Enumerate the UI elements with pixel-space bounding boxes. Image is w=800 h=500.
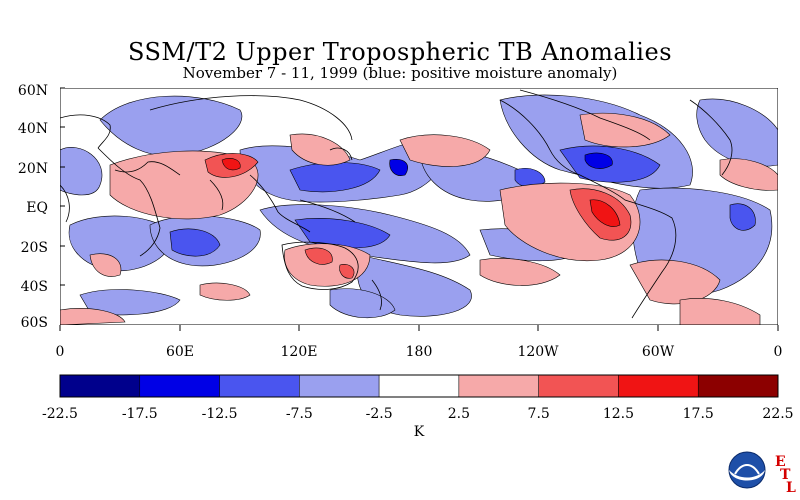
lat-label: 40N: [18, 121, 48, 137]
lon-label: 60W: [642, 344, 675, 360]
colorbar-tick-label: 12.5: [603, 406, 634, 422]
lon-label: 60E: [166, 344, 194, 360]
dry-light-regions: [60, 112, 778, 325]
moist-mid-regions: [169, 145, 756, 257]
map-title: SSM/T2 Upper Tropospheric TB Anomalies: [127, 38, 673, 66]
colorbar-swatch: [59, 374, 141, 398]
colorbar-tick-label: -2.5: [366, 406, 393, 422]
colorbar-tick-label: -22.5: [42, 406, 78, 422]
colorbar-swatch: [538, 374, 619, 398]
colorbar-unit: K: [414, 424, 425, 440]
colorbar-swatch: [378, 374, 460, 398]
lat-label: 40S: [21, 279, 48, 295]
colorbar-swatch: [299, 374, 380, 398]
lat-label: 20S: [21, 240, 48, 256]
coastlines: [60, 89, 733, 319]
colorbar-swatch: [219, 374, 300, 398]
noaa-wave-icon: [729, 470, 765, 481]
colorbar-frame: [59, 374, 779, 398]
lat-label: 60S: [21, 315, 48, 331]
lon-label: 120W: [517, 344, 559, 360]
colorbar-tick-label: 2.5: [448, 406, 470, 422]
lon-label: 0: [774, 344, 783, 360]
latitude-labels: 60N 40N 20N EQ 20S 40S 60S: [18, 83, 48, 331]
colorbar-tick-label: -12.5: [202, 406, 238, 422]
colorbar-swatch: [618, 374, 699, 398]
colorbar-tick-label: 7.5: [528, 406, 550, 422]
etl-letter-l: L: [786, 480, 796, 496]
etl-letter-t: T: [780, 467, 791, 483]
dry-dark-regions: [221, 158, 621, 227]
longitude-labels: 0 60E 120E 180 120W 60W 0: [56, 344, 783, 360]
lat-label: 60N: [18, 83, 48, 99]
colorbar-tick-label: -7.5: [286, 406, 313, 422]
colorbar-labels: -22.5 -17.5 -12.5 -7.5 -2.5 2.5 7.5 12.5 17.5 22.…: [42, 406, 794, 422]
colorbar-tick-label: -17.5: [122, 406, 158, 422]
noaa-etl-logo: E T L: [728, 451, 796, 496]
colorbar-swatch: [139, 374, 220, 398]
colorbar-swatch: [697, 374, 779, 398]
lon-label: 180: [406, 344, 433, 360]
latitude-ticks: [60, 87, 65, 286]
noaa-bird-icon: [734, 464, 760, 475]
etl-letter-e: E: [775, 454, 786, 470]
lon-label: 0: [56, 344, 65, 360]
map-subtitle: November 7 - 11, 1999 (blue: positive mo…: [182, 64, 618, 82]
lon-label: 120E: [281, 344, 318, 360]
anomaly-field: [60, 88, 778, 325]
moist-dark-regions: [389, 152, 613, 176]
lat-label: EQ: [26, 200, 48, 216]
colorbar-tick-label: 22.5: [762, 406, 793, 422]
colorbar: -22.5 -17.5 -12.5 -7.5 -2.5 2.5 7.5 12.5 17.5 22.…: [42, 374, 794, 440]
longitude-ticks: [59, 325, 779, 331]
colorbar-swatches: [59, 374, 779, 398]
lat-label: 20N: [18, 161, 48, 177]
colorbar-tick-label: 17.5: [683, 406, 714, 422]
noaa-logo-icon: [728, 451, 766, 489]
colorbar-swatch: [458, 374, 539, 398]
